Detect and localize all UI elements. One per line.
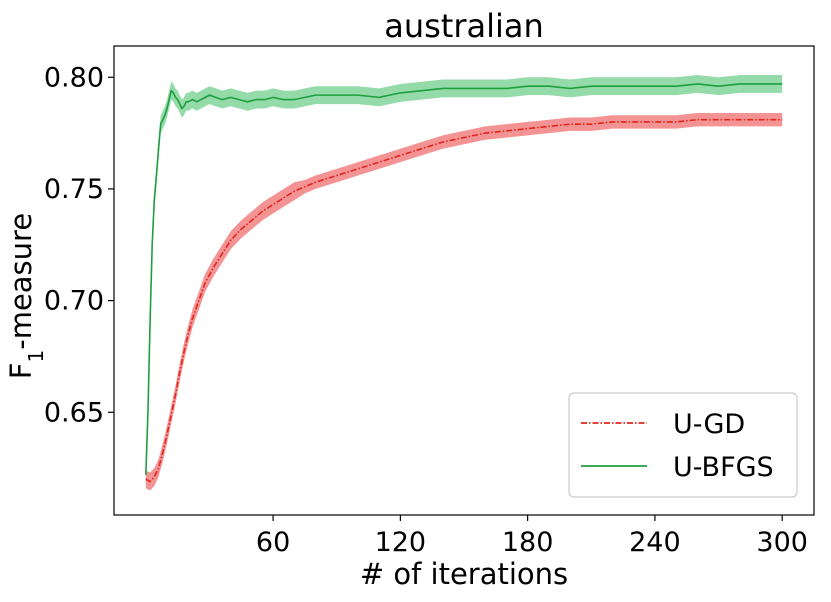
x-axis-label: # of iterations (360, 557, 568, 591)
y-axis-label-subscript: 1 (24, 350, 48, 363)
x-tick-label: 60 (256, 527, 290, 558)
y-tick-label: 0.70 (44, 286, 104, 317)
plot-frame (113, 45, 815, 516)
series-line-0 (145, 118, 783, 483)
x-tick-label: 120 (375, 527, 427, 558)
legend-box (568, 392, 798, 498)
legend-label-0: U-GD (673, 409, 745, 440)
axes: 60 120 180 240 300 0.65 0.70 0.75 0.80 (44, 45, 815, 558)
y-axis-label-rest: -measure (4, 213, 38, 350)
y-axis-label-main: F (4, 363, 38, 380)
x-tick-label: 180 (502, 527, 554, 558)
x-tick-label: 240 (629, 527, 681, 558)
plot-area (145, 75, 783, 491)
y-axis-label-group: F1-measure (4, 213, 48, 379)
y-tick-label: 0.65 (44, 397, 104, 428)
y-tick-label: 0.80 (44, 62, 104, 93)
chart-title: australian (384, 7, 544, 45)
y-axis-label: F1-measure (4, 213, 48, 379)
y-tick-label: 0.75 (44, 174, 104, 205)
x-tick-label: 300 (756, 527, 808, 558)
legend-label-1: U-BFGS (673, 452, 774, 483)
series-line-1 (145, 83, 783, 475)
legend: U-GD U-BFGS (568, 392, 798, 498)
